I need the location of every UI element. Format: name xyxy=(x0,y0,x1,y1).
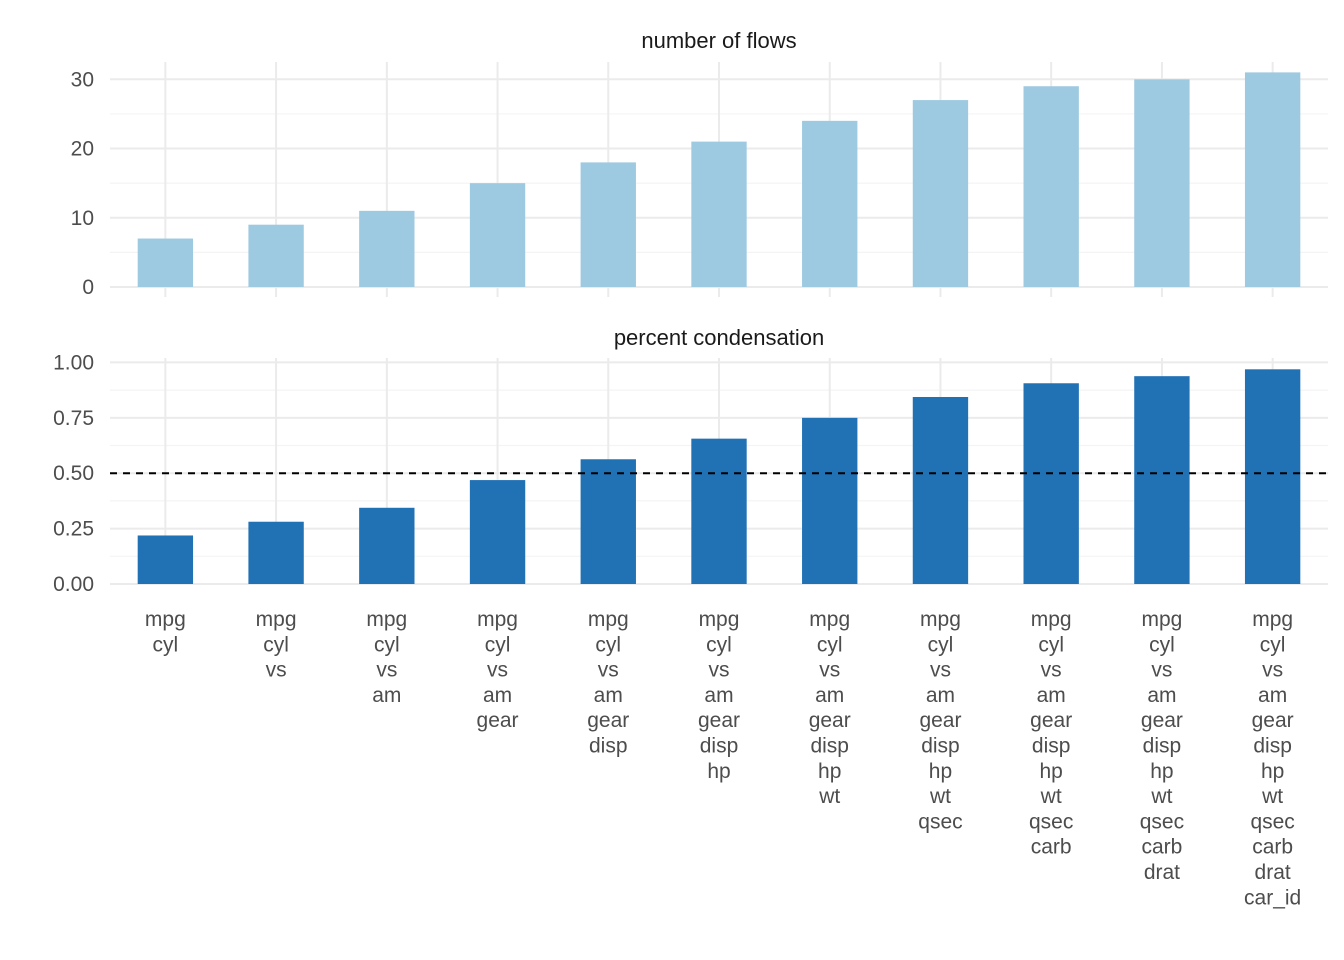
bar xyxy=(691,438,747,584)
bar xyxy=(469,183,526,287)
y-tick-label: 0.00 xyxy=(53,573,94,596)
x-tick-label: mpg cyl vs am gear disp hp xyxy=(698,608,740,783)
y-tick-label: 0.25 xyxy=(53,518,94,541)
bar xyxy=(802,417,858,584)
bar xyxy=(1023,383,1079,584)
condensation-y-axis: 0.00 0.25 0.50 0.75 1.00 xyxy=(53,351,94,596)
x-tick-label: mpg cyl vs am gear disp hp wt qsec xyxy=(918,608,962,833)
bar xyxy=(248,224,304,287)
flows-panel-title: number of flows xyxy=(641,28,796,53)
x-tick-label: mpg cyl vs am gear disp hp wt qsec carb xyxy=(1029,608,1073,859)
bar xyxy=(469,480,526,584)
x-tick-label: mpg cyl vs am gear disp hp wt xyxy=(809,608,851,808)
y-tick-label: 20 xyxy=(71,138,94,161)
bar xyxy=(137,238,194,287)
condensation-panel: 0.00 0.25 0.50 0.75 1.00 percent condensatio… xyxy=(53,325,1328,596)
bar xyxy=(912,396,969,584)
bar xyxy=(580,459,636,584)
y-tick-label: 0 xyxy=(82,276,94,299)
x-axis-category-labels: mpg cyl mpg cyl vs mpg cyl vs am mpg cyl vs am gear mp… xyxy=(145,608,1301,909)
y-tick-label: 30 xyxy=(71,68,94,91)
y-tick-label: 1.00 xyxy=(53,351,94,374)
bar xyxy=(137,535,194,584)
x-tick-label: mpg cyl vs am gear disp hp wt qsec carb drat car_id xyxy=(1244,608,1301,909)
bar xyxy=(1134,376,1190,584)
bar xyxy=(359,210,415,287)
x-tick-label: mpg cyl xyxy=(145,608,186,656)
bar xyxy=(1244,369,1301,584)
flows-bars xyxy=(137,72,1301,287)
bar xyxy=(1244,72,1301,287)
bar xyxy=(691,141,747,287)
bar xyxy=(802,120,858,287)
x-tick-label: mpg cyl vs am gear xyxy=(477,608,519,732)
flows-panel: 0 10 20 30 number of flows xyxy=(71,28,1328,299)
y-tick-label: 10 xyxy=(71,207,94,230)
condensation-panel-title: percent condensation xyxy=(614,325,824,350)
x-tick-label: mpg cyl vs am gear disp xyxy=(587,608,629,758)
y-tick-label: 0.50 xyxy=(53,462,94,485)
y-tick-label: 0.75 xyxy=(53,407,94,430)
bar xyxy=(580,162,636,287)
condensation-bars xyxy=(137,369,1301,584)
bar xyxy=(1134,79,1190,287)
bar xyxy=(359,507,415,584)
flows-y-axis: 0 10 20 30 xyxy=(71,68,94,299)
bar xyxy=(1023,86,1079,287)
bar xyxy=(248,521,304,584)
x-tick-label: mpg cyl vs am gear disp hp wt qsec carb drat xyxy=(1140,608,1184,884)
x-tick-label: mpg cyl vs xyxy=(256,608,297,682)
bar xyxy=(912,100,969,287)
x-tick-label: mpg cyl vs am xyxy=(366,608,407,707)
